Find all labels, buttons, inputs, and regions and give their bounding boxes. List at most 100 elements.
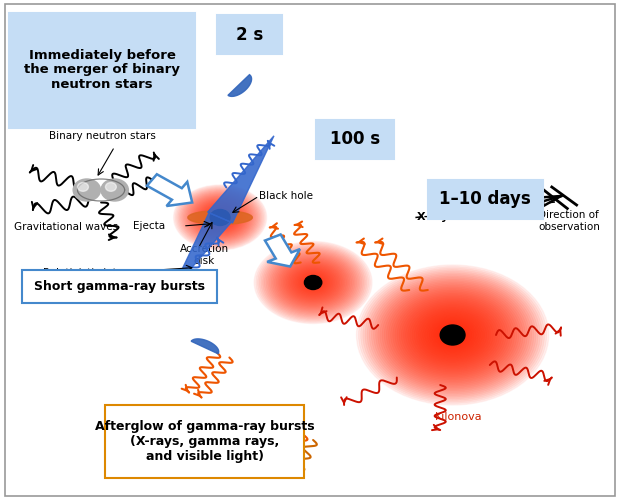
Ellipse shape — [410, 304, 495, 366]
Ellipse shape — [188, 195, 252, 240]
Ellipse shape — [176, 187, 264, 248]
Ellipse shape — [190, 196, 250, 239]
Circle shape — [73, 179, 100, 201]
FancyBboxPatch shape — [105, 405, 304, 477]
Ellipse shape — [448, 332, 457, 338]
Ellipse shape — [301, 274, 325, 290]
Ellipse shape — [451, 334, 454, 336]
FancyBboxPatch shape — [316, 120, 394, 159]
Ellipse shape — [433, 321, 472, 349]
Ellipse shape — [378, 280, 528, 390]
Ellipse shape — [367, 273, 538, 397]
Ellipse shape — [180, 190, 260, 246]
Ellipse shape — [187, 194, 254, 240]
Ellipse shape — [294, 270, 332, 295]
Polygon shape — [228, 74, 252, 96]
Ellipse shape — [391, 290, 515, 380]
Ellipse shape — [283, 262, 343, 304]
Ellipse shape — [175, 186, 265, 249]
Ellipse shape — [275, 256, 352, 310]
Ellipse shape — [371, 276, 534, 394]
Ellipse shape — [192, 198, 248, 237]
Ellipse shape — [208, 209, 232, 226]
Text: Binary neutron stars: Binary neutron stars — [49, 131, 156, 141]
Ellipse shape — [215, 214, 226, 221]
FancyArrow shape — [265, 234, 300, 266]
Ellipse shape — [263, 248, 363, 318]
Ellipse shape — [288, 265, 339, 300]
Ellipse shape — [444, 329, 461, 341]
FancyBboxPatch shape — [428, 180, 542, 219]
Ellipse shape — [212, 212, 228, 223]
Ellipse shape — [393, 292, 512, 378]
Ellipse shape — [291, 268, 335, 298]
Text: Ejecta: Ejecta — [133, 221, 166, 231]
Text: Direction of
observation: Direction of observation — [538, 210, 600, 232]
Ellipse shape — [382, 284, 523, 387]
Ellipse shape — [442, 327, 463, 343]
Ellipse shape — [199, 202, 241, 232]
Ellipse shape — [211, 211, 229, 224]
Ellipse shape — [374, 278, 531, 392]
Ellipse shape — [399, 296, 506, 374]
Ellipse shape — [363, 270, 542, 400]
Ellipse shape — [200, 204, 240, 232]
Circle shape — [101, 179, 128, 201]
Ellipse shape — [213, 213, 227, 222]
Text: Gravitational waves: Gravitational waves — [14, 222, 118, 232]
Text: Short gamma-ray bursts: Short gamma-ray bursts — [34, 280, 205, 292]
Ellipse shape — [404, 299, 502, 371]
Ellipse shape — [278, 258, 348, 307]
FancyBboxPatch shape — [22, 270, 217, 302]
Ellipse shape — [389, 288, 516, 382]
Text: 1–10 days: 1–10 days — [440, 190, 531, 208]
Ellipse shape — [427, 316, 478, 354]
Ellipse shape — [210, 210, 231, 225]
Ellipse shape — [397, 294, 508, 376]
Circle shape — [304, 276, 322, 289]
Ellipse shape — [204, 206, 236, 229]
Ellipse shape — [310, 280, 316, 285]
Ellipse shape — [303, 276, 323, 289]
Polygon shape — [191, 339, 219, 354]
Ellipse shape — [276, 256, 350, 308]
Ellipse shape — [191, 197, 249, 238]
Ellipse shape — [370, 274, 536, 396]
Ellipse shape — [405, 301, 500, 369]
Ellipse shape — [273, 254, 353, 310]
Ellipse shape — [261, 246, 365, 319]
Ellipse shape — [432, 320, 474, 350]
Ellipse shape — [264, 248, 362, 316]
Ellipse shape — [286, 264, 340, 301]
Text: 100 s: 100 s — [330, 130, 380, 148]
Circle shape — [105, 182, 117, 192]
Ellipse shape — [257, 244, 369, 321]
FancyBboxPatch shape — [9, 12, 195, 128]
Text: Black hole: Black hole — [259, 191, 313, 201]
Ellipse shape — [446, 330, 459, 340]
Ellipse shape — [205, 208, 235, 228]
Ellipse shape — [376, 279, 529, 391]
Circle shape — [210, 210, 230, 226]
Ellipse shape — [183, 192, 257, 244]
Ellipse shape — [193, 199, 247, 236]
Text: Kilonova: Kilonova — [435, 412, 482, 422]
Ellipse shape — [179, 188, 261, 246]
Ellipse shape — [202, 204, 239, 231]
Text: Immediately before
the merger of binary
neutron stars: Immediately before the merger of binary … — [24, 48, 180, 92]
Ellipse shape — [266, 250, 360, 316]
Ellipse shape — [386, 287, 519, 383]
Ellipse shape — [280, 259, 347, 306]
Ellipse shape — [308, 279, 318, 286]
Text: Relativistic jet: Relativistic jet — [43, 268, 117, 278]
Ellipse shape — [440, 326, 466, 344]
Ellipse shape — [290, 266, 337, 299]
Ellipse shape — [281, 260, 345, 305]
Polygon shape — [172, 212, 231, 290]
Ellipse shape — [384, 285, 521, 385]
FancyArrow shape — [147, 174, 192, 206]
Ellipse shape — [182, 190, 259, 244]
Ellipse shape — [219, 216, 221, 218]
Ellipse shape — [269, 252, 357, 313]
Ellipse shape — [198, 202, 242, 234]
